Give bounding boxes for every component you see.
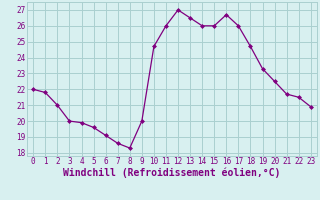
X-axis label: Windchill (Refroidissement éolien,°C): Windchill (Refroidissement éolien,°C)	[63, 168, 281, 178]
